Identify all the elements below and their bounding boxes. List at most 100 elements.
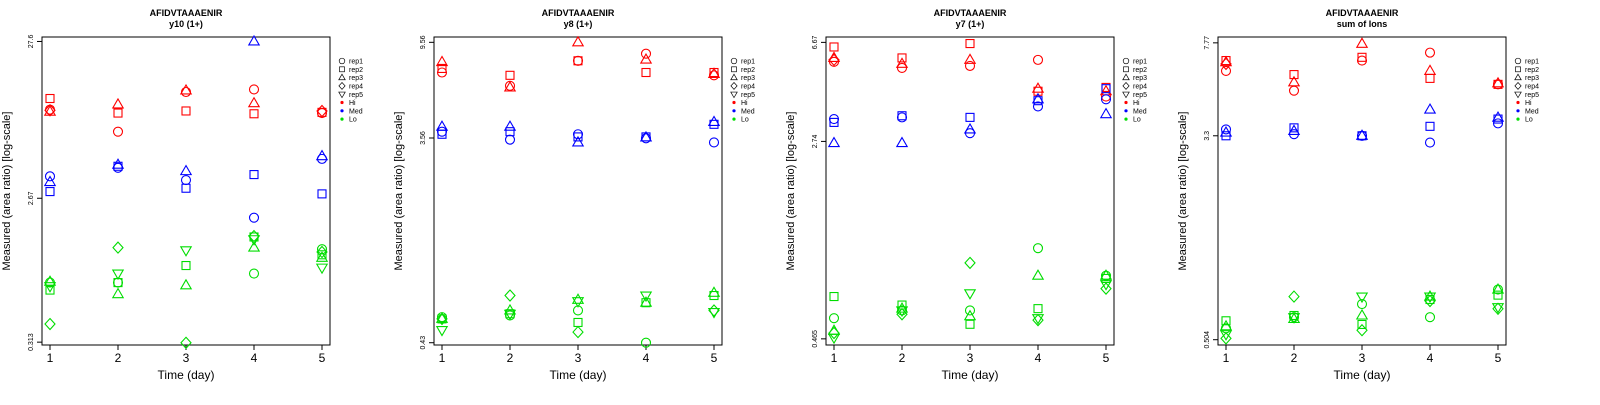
data-point-lo-rep2 <box>1221 316 1231 326</box>
data-point-hi-rep2 <box>1033 86 1043 96</box>
data-point-med-rep2 <box>829 117 839 127</box>
data-point-med-rep3 <box>639 130 653 142</box>
data-point-med-rep3 <box>963 122 977 134</box>
legend-marker-med <box>1124 109 1128 113</box>
data-point-lo-rep4 <box>1220 332 1232 345</box>
data-point-lo-rep1 <box>248 268 260 279</box>
legend-label-hi: Hi <box>741 100 748 107</box>
legend-marker-rep5 <box>1514 91 1522 99</box>
data-point-hi-rep2 <box>897 53 907 63</box>
data-point-med-rep3 <box>571 135 585 147</box>
data-point-lo-rep3 <box>435 312 449 323</box>
y-tick-label: 3.3 <box>1204 131 1211 141</box>
legend-label-hi: Hi <box>349 100 356 107</box>
data-point-hi-rep1 <box>112 126 124 137</box>
data-point-lo-rep3 <box>707 286 721 297</box>
legend-marker-rep2 <box>339 66 345 73</box>
data-point-lo-rep3 <box>179 278 193 290</box>
data-point-med-rep3 <box>43 175 57 187</box>
x-tick-label: 2 <box>899 351 906 365</box>
legend-marker-lo <box>732 117 736 121</box>
data-point-lo-rep4 <box>316 245 328 259</box>
data-point-lo-rep1 <box>964 305 976 316</box>
data-point-med-rep3 <box>707 115 721 127</box>
data-point-lo-rep2 <box>1357 319 1367 330</box>
x-tick-label: 3 <box>1359 351 1366 365</box>
data-point-med-rep2 <box>965 112 975 122</box>
y-tick-label: 7.77 <box>1204 36 1211 50</box>
data-point-med-rep3 <box>1423 103 1437 114</box>
y-axis-label: Measured (area ratio) [log-scale] <box>785 112 797 271</box>
legend-label-rep3: rep3 <box>1133 75 1147 82</box>
data-point-hi-rep3 <box>435 55 449 67</box>
plot-area <box>433 36 723 346</box>
data-point-lo-rep3 <box>43 275 57 286</box>
data-point-med-rep1 <box>1032 101 1044 112</box>
data-point-hi-rep1 <box>572 55 584 66</box>
legend-label-rep2: rep2 <box>349 67 363 74</box>
chart-title: AFIDVTAAAENIR <box>934 8 1007 18</box>
legend-marker-hi <box>340 100 344 105</box>
legend-label-rep4: rep4 <box>741 84 755 91</box>
data-point-med-rep3 <box>1491 111 1505 122</box>
legend-label-rep2: rep2 <box>1133 67 1147 74</box>
legend-label-rep4: rep4 <box>349 84 363 91</box>
data-point-med-rep1 <box>436 126 448 137</box>
chart-subtitle: y7 (1+) <box>956 19 985 29</box>
x-tick-label: 4 <box>251 351 258 365</box>
data-point-lo-rep5 <box>247 235 261 246</box>
data-point-lo-rep4 <box>964 256 976 270</box>
data-point-med-rep1 <box>1424 137 1436 148</box>
data-point-lo-rep5 <box>1287 313 1301 324</box>
data-point-lo-rep1 <box>1356 299 1368 310</box>
data-point-med-rep2 <box>1289 123 1299 133</box>
data-point-hi-rep2 <box>829 42 839 52</box>
data-point-lo-rep5 <box>1099 280 1113 291</box>
data-point-lo-rep5 <box>435 326 449 337</box>
x-axis-label: Time (day) <box>158 368 215 382</box>
data-point-lo-rep4 <box>1288 290 1300 303</box>
y-tick-label: 0.313 <box>28 333 35 351</box>
chart-title: AFIDVTAAAENIR <box>1326 8 1399 18</box>
data-point-med-rep2 <box>317 189 327 199</box>
legend-label-lo: Lo <box>741 117 749 124</box>
data-point-hi-rep2 <box>965 38 975 49</box>
legend-label-rep2: rep2 <box>741 67 755 74</box>
data-point-hi-rep2 <box>1357 52 1367 62</box>
x-tick-label: 3 <box>575 351 582 365</box>
data-point-hi-rep2 <box>181 106 191 116</box>
x-tick-label: 1 <box>1223 351 1230 365</box>
data-point-lo-rep4 <box>44 317 56 331</box>
data-point-lo-rep4 <box>896 307 908 321</box>
data-point-hi-rep3 <box>503 80 517 92</box>
legend-label-lo: Lo <box>349 117 357 124</box>
legend-label-rep4: rep4 <box>1133 84 1147 91</box>
data-point-lo-rep5 <box>1423 292 1437 304</box>
chart-title: AFIDVTAAAENIR <box>542 8 615 18</box>
legend-label-hi: Hi <box>1525 100 1532 107</box>
legend-label-rep5: rep5 <box>741 92 755 99</box>
data-point-med-rep3 <box>895 136 909 148</box>
data-point-hi-rep3 <box>895 57 909 68</box>
data-point-lo-rep5 <box>639 291 653 303</box>
data-point-med-rep1 <box>1220 124 1232 135</box>
data-point-lo-rep3 <box>827 324 841 335</box>
data-point-med-rep2 <box>573 132 583 142</box>
y-tick-label: 0.504 <box>1204 331 1211 349</box>
data-point-med-rep1 <box>44 171 56 182</box>
x-tick-label: 1 <box>439 351 446 365</box>
legend-marker-hi <box>1124 100 1128 105</box>
legend-marker-med <box>340 109 344 113</box>
data-point-hi-rep3 <box>179 83 193 95</box>
data-point-lo-rep2 <box>965 319 975 329</box>
legend-marker-rep5 <box>1122 91 1130 99</box>
data-point-hi-rep1 <box>1032 54 1044 65</box>
data-point-lo-rep4 <box>248 229 260 243</box>
x-axis-label: Time (day) <box>942 368 999 382</box>
legend-marker-rep4 <box>338 81 346 90</box>
x-tick-label: 2 <box>507 351 514 365</box>
legend-marker-rep3 <box>730 73 738 81</box>
